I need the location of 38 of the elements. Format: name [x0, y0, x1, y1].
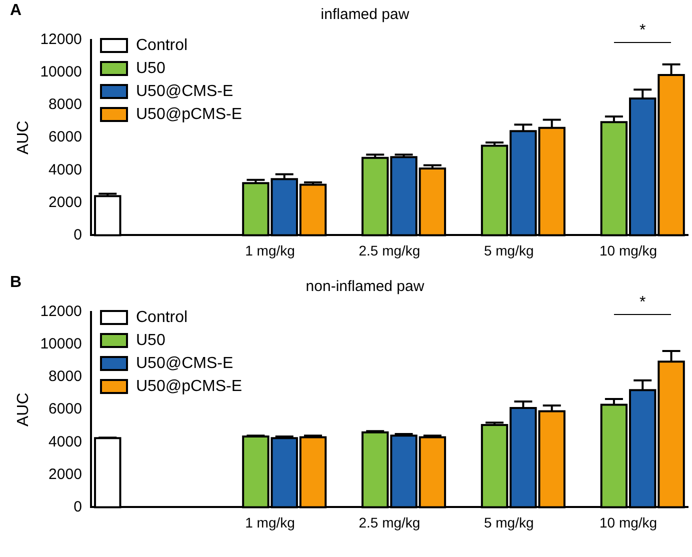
- annotation: *: [638, 22, 647, 40]
- legend-label: U50@pCMS-E: [136, 106, 242, 124]
- y-tick-label: 10000: [40, 336, 82, 353]
- legend-label: Control: [136, 36, 188, 54]
- y-tick-label: 12000: [40, 31, 82, 48]
- y-tick-label: 6000: [48, 128, 82, 146]
- text: A: [10, 2, 22, 20]
- x-tick-label: 10 mg/kg: [599, 242, 658, 258]
- legend-label: U50: [136, 332, 166, 350]
- y-tick-label: 10000: [40, 64, 82, 81]
- x-tick-label: 5 mg/kg: [484, 514, 534, 530]
- y-tick-label: 6000: [48, 400, 82, 418]
- y-axis-title: AUC: [15, 392, 32, 426]
- annotation: *: [638, 294, 647, 312]
- y-tick-label: 2000: [48, 466, 82, 483]
- y-axis-title: AUC: [15, 120, 32, 154]
- y-tick-label: 4000: [48, 433, 82, 450]
- x-tick-label: 10 mg/kg: [599, 514, 658, 530]
- legend-label: U50@CMS-E: [136, 354, 234, 372]
- y-tick-label: 0: [74, 498, 82, 516]
- legend-label: Control: [136, 308, 188, 326]
- y-tick-label: 0: [74, 226, 82, 244]
- legend-label: U50@pCMS-E: [136, 378, 242, 396]
- x-tick-label: 2.5 mg/kg: [358, 242, 420, 258]
- chart-title: non-inflamed paw: [304, 278, 426, 295]
- y-tick-label: 8000: [48, 368, 82, 386]
- x-tick-label: 2.5 mg/kg: [358, 514, 420, 530]
- y-tick-label: 12000: [40, 303, 82, 320]
- text: B: [10, 274, 22, 292]
- x-tick-label: 1 mg/kg: [245, 514, 295, 530]
- x-tick-label: 1 mg/kg: [245, 242, 295, 258]
- legend-label: U50: [136, 60, 166, 78]
- y-tick-label: 2000: [48, 194, 82, 211]
- chart-title: inflamed paw: [320, 6, 410, 23]
- x-tick-label: 5 mg/kg: [484, 242, 534, 258]
- y-tick-label: 8000: [48, 96, 82, 114]
- y-tick-label: 4000: [48, 161, 82, 178]
- legend-label: U50@CMS-E: [136, 82, 234, 100]
